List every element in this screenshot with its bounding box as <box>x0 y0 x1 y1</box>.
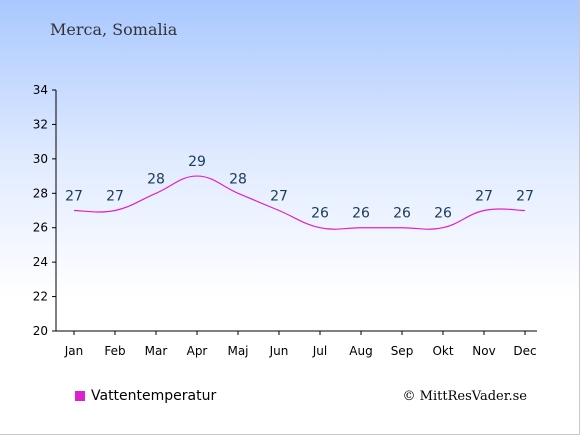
data-label: 28 <box>229 171 247 187</box>
x-tick-label: Apr <box>187 344 208 358</box>
x-tick-label: Jun <box>269 344 289 358</box>
y-tick-label: 24 <box>33 255 48 269</box>
data-label: 27 <box>270 189 288 205</box>
y-tick-label: 32 <box>33 117 48 131</box>
legend: Vattentemperatur <box>75 388 216 404</box>
data-label: 27 <box>516 189 534 205</box>
series-group <box>73 175 526 230</box>
data-label: 29 <box>188 154 206 170</box>
x-tick-label: Jan <box>64 344 84 358</box>
legend-swatch <box>75 391 85 401</box>
y-tick-label: 28 <box>33 186 48 200</box>
x-tick-label: Dec <box>513 344 536 358</box>
x-tick-label: Mar <box>145 344 168 358</box>
y-tick-label: 30 <box>33 152 48 166</box>
data-label: 27 <box>475 189 493 205</box>
x-tick-label: Feb <box>104 344 125 358</box>
y-tick-label: 20 <box>33 324 48 338</box>
y-tick-label: 26 <box>33 221 48 235</box>
credit-text: © MittResVader.se <box>402 389 527 404</box>
x-tick-label: Sep <box>391 344 414 358</box>
y-tick-label: 34 <box>33 83 48 97</box>
data-labels: 27 27 28 29 28 27 26 26 26 26 27 27 <box>65 154 534 222</box>
series-line <box>73 175 526 230</box>
x-tick-label: Okt <box>432 344 453 358</box>
legend-label: Vattentemperatur <box>91 388 217 404</box>
data-label: 26 <box>352 206 370 222</box>
y-tick-label: 22 <box>33 290 48 304</box>
x-tick-label: Maj <box>227 344 248 358</box>
chart-title: Merca, Somalia <box>50 20 178 39</box>
data-label: 28 <box>147 171 165 187</box>
axes: 20 22 24 26 28 30 32 34 Jan Feb Mar Apr Maj Jun Jul Aug… <box>33 83 537 358</box>
data-label: 26 <box>434 206 452 222</box>
x-tick-label: Aug <box>349 344 372 358</box>
data-label: 27 <box>106 189 124 205</box>
data-label: 26 <box>311 206 329 222</box>
data-label: 26 <box>393 206 411 222</box>
data-label: 27 <box>65 189 83 205</box>
x-tick-label: Nov <box>472 344 495 358</box>
x-tick-label: Jul <box>312 344 327 358</box>
